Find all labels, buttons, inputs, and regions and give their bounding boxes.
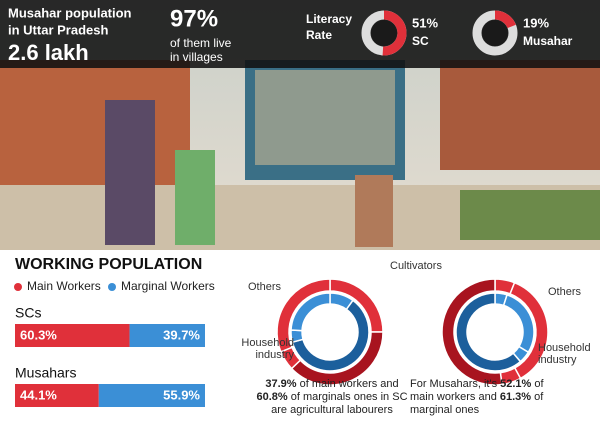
caption-text: For Musahars, it's: [410, 378, 498, 390]
villages-label: of them live: [170, 36, 232, 50]
value-label: 19%: [523, 15, 549, 30]
segment-label: Household industry: [538, 342, 591, 366]
bar-segment: [15, 324, 130, 347]
legend-label: Main Workers: [27, 279, 101, 293]
value-label: 55.9%: [163, 387, 200, 402]
caption-text: main workers and: [410, 391, 497, 403]
value-label: 60.3%: [20, 327, 57, 342]
caption-text: of marginals ones in SC: [290, 391, 408, 403]
donut-center: [482, 20, 508, 46]
value-label: 61.3%: [499, 391, 532, 403]
section-title: WORKING POPULATION: [15, 256, 202, 273]
segment-label: Others: [548, 286, 582, 298]
caption-text: of main workers and: [299, 378, 399, 390]
segment-label: Household industry: [241, 337, 294, 361]
value-label: 37.9%: [265, 378, 297, 390]
value-label: 51%: [412, 15, 438, 30]
population-label: in Uttar Pradesh: [8, 22, 108, 37]
caption-text: of: [534, 378, 544, 390]
caption: 37.9% of main workers and 60.8% of margi…: [232, 378, 432, 417]
legend-marker: [108, 283, 116, 291]
category-label: Musahars: [15, 365, 76, 381]
value-label: 39.7%: [163, 327, 200, 342]
donut-center: [371, 20, 397, 46]
value-label: 52.1%: [500, 378, 532, 390]
segment-label: Others: [248, 281, 282, 293]
caption-text: are agricultural labourers: [271, 404, 393, 416]
category-label: Musahar: [523, 34, 573, 48]
population-label: Musahar population: [8, 5, 132, 20]
donut-segment: [290, 292, 331, 332]
villages-label: in villages: [170, 50, 223, 64]
legend-marker: [14, 283, 22, 291]
value-label: 60.8%: [256, 391, 288, 403]
caption-text: of: [534, 391, 544, 403]
caption-text: marginal ones: [410, 404, 480, 416]
caption: For Musahars, it's 52.1% of main workers…: [410, 378, 580, 417]
literacy-label: Literacy: [306, 12, 352, 26]
donut-segment: [276, 278, 331, 353]
villages-value: 97%: [170, 5, 218, 32]
bar-segment: [15, 384, 99, 407]
donut-segment: [455, 292, 522, 372]
bar-segment: [129, 324, 205, 347]
category-label: SCs: [15, 305, 41, 321]
literacy-label: Rate: [306, 28, 332, 42]
donut-segment: [382, 10, 407, 56]
category-label: SC: [412, 34, 429, 48]
legend-label: Marginal Workers: [121, 279, 215, 293]
segment-label: Cultivators: [390, 260, 442, 272]
bar-segment: [98, 384, 205, 407]
donut-segment: [441, 278, 503, 386]
donut-segment: [495, 10, 516, 29]
population-value: 2.6 lakh: [8, 40, 89, 65]
value-label: 44.1%: [20, 387, 57, 402]
